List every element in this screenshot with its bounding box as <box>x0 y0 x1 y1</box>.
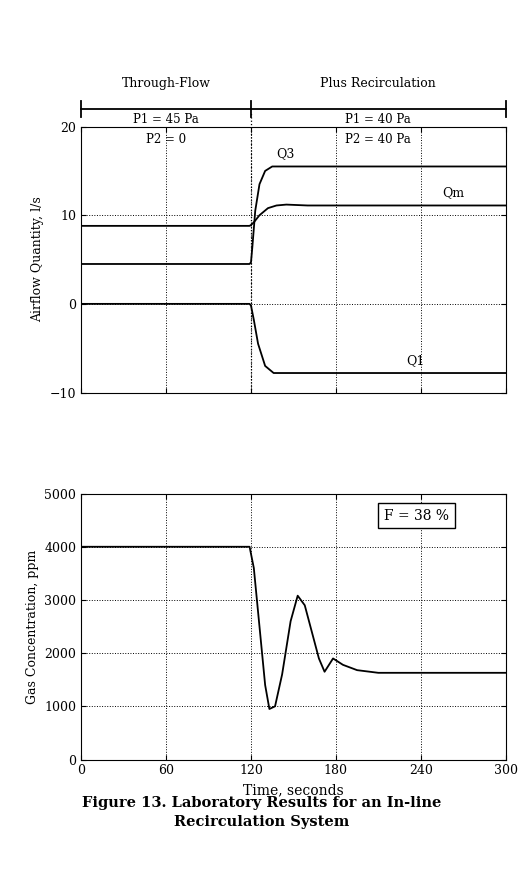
Text: F = 38 %: F = 38 % <box>384 509 449 523</box>
Text: P2 = 0: P2 = 0 <box>146 133 186 146</box>
Text: Q1: Q1 <box>407 354 425 368</box>
Text: Qm: Qm <box>442 186 464 199</box>
Text: P1 = 40 Pa: P1 = 40 Pa <box>345 113 411 127</box>
Text: P2 = 40 Pa: P2 = 40 Pa <box>345 133 411 146</box>
Y-axis label: Airflow Quantity, l/s: Airflow Quantity, l/s <box>31 196 45 322</box>
Text: Through-Flow: Through-Flow <box>122 77 211 90</box>
Text: Figure 13. Laboratory Results for an In-line: Figure 13. Laboratory Results for an In-… <box>82 796 442 810</box>
Text: Plus Recirculation: Plus Recirculation <box>321 77 436 90</box>
Text: P1 = 45 Pa: P1 = 45 Pa <box>133 113 199 127</box>
Y-axis label: Gas Concentration, ppm: Gas Concentration, ppm <box>26 549 39 704</box>
Text: Recirculation System: Recirculation System <box>174 815 350 829</box>
X-axis label: Time, seconds: Time, seconds <box>243 783 344 797</box>
Text: Q3: Q3 <box>277 148 295 161</box>
